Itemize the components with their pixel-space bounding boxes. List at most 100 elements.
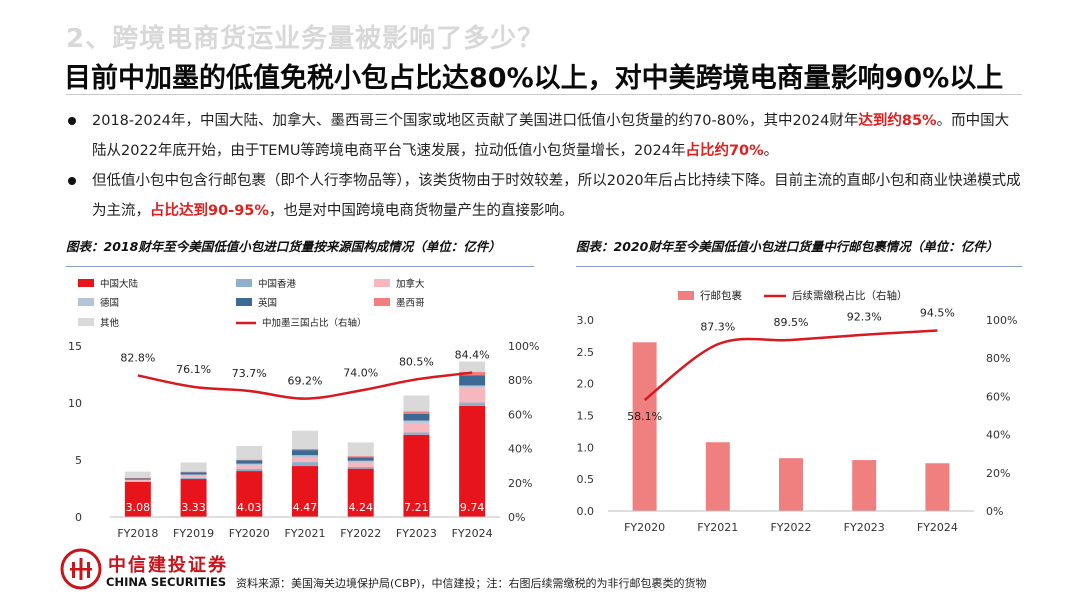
page-headline: 目前中加墨的低值免税小包占比达80%以上，对中美跨境电商量影响90%以上 <box>64 63 1004 94</box>
x-axis-tick: FY2021 <box>697 521 738 534</box>
bar-segment <box>403 422 430 433</box>
bar-value-label: 3.33 <box>181 501 206 514</box>
brand-name-en: CHINA SECURITIES <box>106 575 227 589</box>
line-value-label: 84.4% <box>455 349 490 362</box>
y-axis-right-tick: 80% <box>986 352 1010 365</box>
y-axis-left-tick: 3.0 <box>577 314 595 327</box>
y-axis-left-tick: 2.0 <box>577 378 595 391</box>
bar-segment <box>459 402 486 406</box>
y-axis-left-tick: 15 <box>68 340 82 353</box>
legend-swatch <box>78 298 94 306</box>
bar-segment <box>459 387 486 403</box>
legend-swatch <box>374 298 390 306</box>
caption-divider-left <box>66 266 534 267</box>
bullet-item: 但低值小包中包含行邮包裹（即个人行李物品等），该类货物由于时效较差，所以2020… <box>66 166 1022 226</box>
postal-parcel-chart: 行邮包裹 后续需缴税占比（右轴） 0.0 0.5 1.0 1.5 2.0 2.5 3.0 0% 20… <box>577 289 1018 534</box>
legend-swatch <box>236 279 252 287</box>
headline-divider <box>66 94 1022 95</box>
bar <box>705 442 730 511</box>
bar-segment <box>124 481 151 517</box>
legend-swatch <box>78 318 94 326</box>
y-axis-left-tick: 0.5 <box>577 473 595 486</box>
share-line <box>137 371 473 400</box>
bar-segment <box>180 475 207 478</box>
bullet-item: 2018-2024年，中国大陆、加拿大、墨西哥三个国家或地区贡献了美国进口低值小… <box>66 106 1022 166</box>
y-axis-left-tick: 2.5 <box>577 346 595 359</box>
line-value-label: 74.0% <box>343 366 378 379</box>
bar-segment <box>236 459 263 461</box>
bar-segment <box>180 479 207 517</box>
y-axis-left-tick: 10 <box>68 397 82 410</box>
caption-divider-right <box>576 266 1022 267</box>
legend-swatch <box>78 279 94 287</box>
legend-label: 中国香港 <box>258 278 297 290</box>
x-axis-tick: FY2020 <box>229 527 270 540</box>
bar-segment <box>347 466 374 469</box>
legend-label: 英国 <box>258 297 277 309</box>
bar-segment <box>403 434 430 517</box>
china-securities-logo-icon <box>60 548 102 590</box>
x-axis-tick: FY2018 <box>117 527 158 540</box>
line-value-label: 69.2% <box>288 375 323 388</box>
y-axis-left-tick: 0.0 <box>577 505 595 518</box>
bar-value-label: 9.74 <box>460 501 485 514</box>
bar-segment <box>459 361 486 372</box>
chart-caption-left: 图表：2018财年至今美国低值小包进口货量按来源国构成情况（单位：亿件） <box>66 239 501 254</box>
bar-segment <box>292 462 318 467</box>
bar-value-label: 7.21 <box>404 501 429 514</box>
bar-segment <box>403 395 430 412</box>
y-axis-right-tick: 100% <box>508 340 539 353</box>
bullet-seg: 。 <box>763 143 779 159</box>
bar-segment <box>124 477 151 479</box>
line-value-label: 76.1% <box>176 363 211 376</box>
bullet-dot-icon <box>68 177 76 185</box>
bar <box>925 463 950 511</box>
bullet-dot-icon <box>68 117 76 125</box>
legend-label: 中国大陆 <box>100 278 139 290</box>
x-axis-tick: FY2024 <box>917 521 958 534</box>
y-axis-right-tick: 80% <box>508 374 532 387</box>
bar-segment <box>292 455 318 458</box>
line-value-label: 94.5% <box>920 307 955 320</box>
x-axis-tick: FY2020 <box>624 521 665 534</box>
bar-value-label: 4.03 <box>237 501 261 514</box>
y-axis-right-tick: 20% <box>986 467 1010 480</box>
legend-label: 中加墨三国占比（右轴） <box>262 317 367 329</box>
y-axis-right-tick: 40% <box>986 429 1010 442</box>
section-title: 2、跨境电商货运业务量被影响了多少？ <box>66 24 545 54</box>
source-note: 资料来源：美国海关边境保护局(CBP)，中信建投；注：右图后续需缴税的为非行邮包… <box>236 577 707 590</box>
legend-label: 墨西哥 <box>396 298 425 309</box>
bar-segment <box>292 430 318 449</box>
bar-segment <box>180 462 207 472</box>
bullet-highlight: 占比达到90-95% <box>150 203 269 219</box>
bar-segment <box>403 411 430 414</box>
bar-segment <box>236 445 263 460</box>
line-value-label: 58.1% <box>627 410 662 423</box>
bar-value-label: 4.47 <box>293 501 318 514</box>
bullet-highlight: 占比约70% <box>685 143 764 159</box>
bar-segment <box>347 462 374 467</box>
taxable-share-line <box>643 329 938 402</box>
bar-segment <box>347 460 374 463</box>
bar-segment <box>236 471 263 517</box>
line-value-label: 87.3% <box>700 320 735 333</box>
bar-segment <box>292 457 318 463</box>
y-axis-right-tick: 0% <box>986 505 1003 518</box>
legend-swatch <box>374 279 390 287</box>
legend-swatch <box>678 291 694 300</box>
legend-label: 后续需缴税占比（右轴） <box>792 289 908 302</box>
line-value-label: 82.8% <box>120 351 155 364</box>
bar-segment <box>236 463 263 466</box>
x-axis-tick: FY2019 <box>173 527 214 540</box>
bar-segment <box>292 466 318 517</box>
bar-segment <box>236 465 263 469</box>
bar-segment <box>347 468 374 517</box>
bar <box>632 342 657 511</box>
y-axis-right-tick: 100% <box>986 314 1017 327</box>
y-axis-left-tick: 1.0 <box>577 441 595 454</box>
x-axis-tick: FY2022 <box>340 527 381 540</box>
bar-value-label: 3.08 <box>126 501 151 514</box>
bar-segment <box>124 471 151 478</box>
bar-segment <box>124 479 151 481</box>
